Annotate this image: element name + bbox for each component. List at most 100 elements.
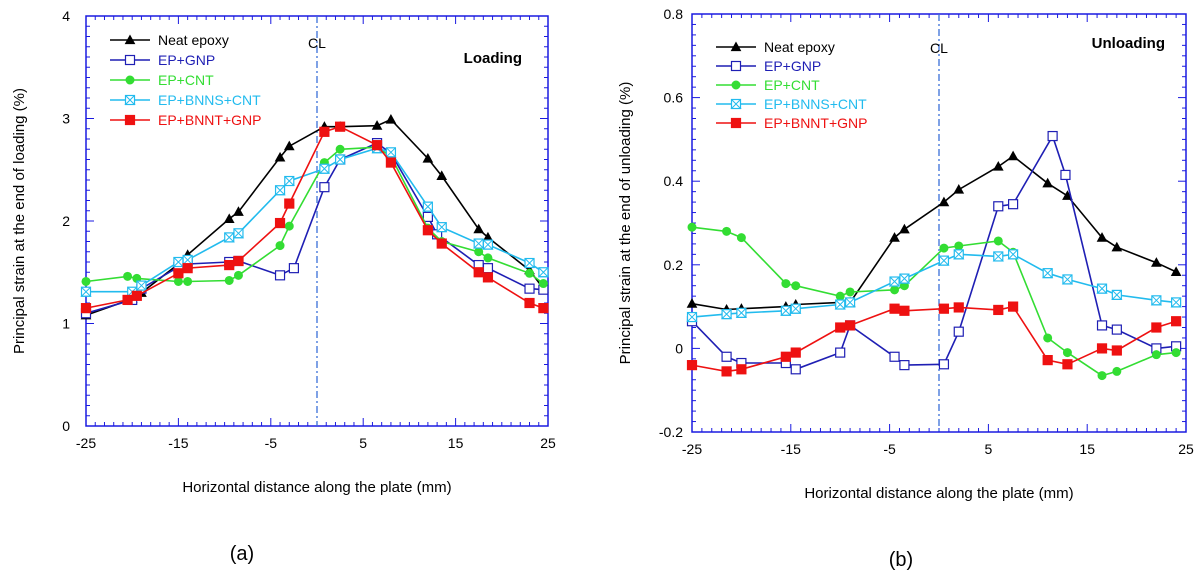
x-tick-label: 25 xyxy=(1178,441,1194,457)
data-point xyxy=(1096,232,1108,242)
marker-cross xyxy=(1150,295,1163,306)
marker-cross xyxy=(790,303,802,314)
data-point xyxy=(135,280,148,291)
legend-marker xyxy=(124,94,136,106)
legend-label: EP+GNP xyxy=(158,52,215,68)
y-tick-label: 0.4 xyxy=(664,173,684,189)
y-tick-label: 0 xyxy=(62,418,70,434)
legend: Neat epoxy EP+GNP EP+CNT EP+BNNS+CNT EP+BNNT… xyxy=(716,39,867,131)
y-tick-label: 1 xyxy=(62,316,70,332)
data-point xyxy=(422,201,434,212)
data-point xyxy=(436,222,448,233)
data-point xyxy=(173,268,184,279)
data-point xyxy=(538,279,548,289)
data-point xyxy=(1111,241,1123,252)
x-tick-label: 15 xyxy=(1079,441,1095,457)
data-point xyxy=(835,347,846,358)
data-point xyxy=(80,286,92,297)
data-point xyxy=(1062,348,1072,358)
marker-cross xyxy=(523,258,536,269)
data-point xyxy=(1112,366,1122,376)
legend-label: EP+CNT xyxy=(764,77,820,93)
data-point xyxy=(736,364,747,375)
data-point xyxy=(834,299,846,310)
marker-cross xyxy=(888,276,901,287)
data-point xyxy=(422,152,434,163)
data-point xyxy=(385,147,397,158)
data-point xyxy=(721,351,732,362)
marker-cross xyxy=(1111,290,1123,300)
data-point xyxy=(523,257,536,269)
data-point xyxy=(938,303,950,314)
data-point xyxy=(1007,150,1019,161)
data-point xyxy=(1096,283,1108,294)
y-axis-title: Principal strain at the end of unloading… xyxy=(617,82,634,365)
y-tick-label: 3 xyxy=(62,111,70,127)
data-point xyxy=(1111,324,1122,335)
data-point xyxy=(288,263,299,274)
data-point xyxy=(720,309,733,320)
legend-label: EP+BNNT+GNP xyxy=(764,115,867,131)
x-tick-label: 25 xyxy=(540,435,556,451)
data-point xyxy=(436,238,447,249)
x-axis-title: Horizontal distance along the plate (mm) xyxy=(182,479,451,496)
data-point xyxy=(482,263,494,274)
data-point xyxy=(131,290,142,301)
data-point xyxy=(183,276,193,286)
data-point xyxy=(473,267,484,278)
data-point xyxy=(275,241,285,251)
marker-cross xyxy=(436,222,448,233)
data-point xyxy=(780,305,792,316)
marker-cross xyxy=(80,286,92,297)
legend-marker xyxy=(124,34,136,45)
legend-marker xyxy=(730,98,742,110)
data-point xyxy=(1111,289,1123,300)
marker-cross xyxy=(283,176,295,187)
data-point xyxy=(993,201,1004,212)
data-point xyxy=(524,283,535,294)
marker-cross xyxy=(124,95,136,105)
marker-cross xyxy=(938,255,950,266)
data-point xyxy=(844,297,856,308)
x-tick-label: -25 xyxy=(76,435,96,451)
data-point xyxy=(525,268,535,278)
marker-cross xyxy=(385,147,397,158)
data-point xyxy=(844,320,856,331)
legend-marker xyxy=(125,75,135,85)
marker-cross xyxy=(735,308,748,318)
data-point xyxy=(172,256,185,268)
data-point xyxy=(436,170,448,180)
marker-cross xyxy=(537,267,550,278)
series-ep-cnt xyxy=(687,222,1181,381)
y-tick-label: 4 xyxy=(62,8,70,24)
marker-cross xyxy=(1096,283,1108,294)
data-point xyxy=(284,198,295,209)
data-point xyxy=(173,276,183,286)
legend-label: EP+CNT xyxy=(158,72,214,88)
y-tick-label: -0.2 xyxy=(659,424,683,440)
data-point xyxy=(898,273,911,284)
data-point xyxy=(1061,274,1074,285)
data-point xyxy=(953,302,964,313)
data-point xyxy=(319,182,330,193)
data-point xyxy=(482,239,494,250)
data-point xyxy=(1111,345,1122,356)
marker-cross xyxy=(482,239,494,250)
data-point xyxy=(1150,295,1163,306)
data-point xyxy=(1041,268,1054,279)
data-point xyxy=(1151,322,1162,333)
legend-marker xyxy=(124,114,136,126)
data-point xyxy=(335,144,345,154)
marker-cross xyxy=(686,312,698,323)
legend-label: EP+BNNS+CNT xyxy=(764,96,867,112)
data-point xyxy=(790,364,801,375)
minor-ticks xyxy=(85,15,549,427)
data-point xyxy=(385,157,397,168)
y-axis-title: Principal strain at the end of loading (… xyxy=(11,88,28,354)
data-point xyxy=(472,238,485,249)
data-point xyxy=(992,161,1004,171)
marker-cross xyxy=(422,201,434,212)
data-point xyxy=(790,347,801,358)
data-point xyxy=(993,304,1004,316)
